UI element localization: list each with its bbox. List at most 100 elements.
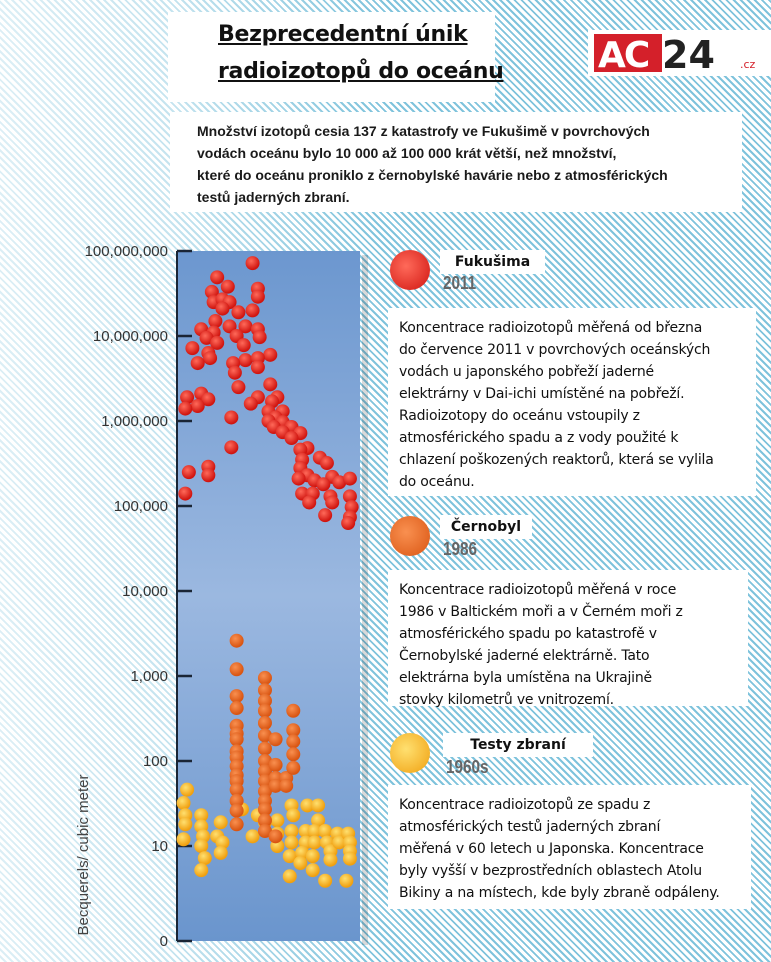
cernobyl-data-point: [257, 683, 272, 698]
fukusima-data-point: [227, 365, 242, 380]
testy-data-point: [194, 808, 209, 823]
fukusima-data-point: [284, 431, 299, 446]
testy-data-point: [176, 832, 191, 847]
intro-line: Množství izotopů cesia 137 z katastrofy …: [197, 123, 650, 139]
fukusima-year: 2011: [443, 273, 477, 293]
plot-shadow: [362, 255, 368, 945]
fukusima-data-point: [325, 495, 340, 510]
page-title-line1: Bezprecedentní únik: [218, 22, 468, 47]
fukusima-data-point: [190, 356, 205, 371]
cernobyl-data-point: [257, 802, 272, 817]
desc-line: Černobylské jaderné elektrárně. Tato: [399, 648, 650, 664]
title-box: Bezprecedentní únik radioizotopů do oceá…: [168, 12, 504, 102]
fukusima-data-point: [245, 303, 260, 318]
cernobyl-data-point: [257, 741, 272, 756]
fukusima-data-point: [342, 471, 357, 486]
testy-legend-marker: [390, 733, 430, 773]
intro-line: které do oceánu proniklo z černobylské h…: [197, 167, 668, 183]
cernobyl-year: 1986: [443, 539, 478, 559]
desc-line: elektrárny v Dai-ichi umístěné na pobřež…: [399, 386, 685, 402]
cernobyl-data-point: [257, 824, 272, 839]
testy-data-point: [178, 817, 193, 832]
testy-data-point: [300, 798, 315, 813]
fukusima-data-point: [201, 392, 216, 407]
cernobyl-label: Černobyl: [440, 515, 532, 539]
testy-data-point: [176, 796, 191, 811]
fukusima-data-point: [332, 475, 347, 490]
cernobyl-data-point: [268, 778, 283, 793]
cernobyl-legend-marker: [390, 516, 430, 556]
y-tick-label: 100: [143, 753, 168, 770]
fukusima-data-point: [180, 390, 195, 405]
fukusima-data-point: [199, 330, 214, 345]
cernobyl-data-point: [286, 734, 301, 749]
testy-data-point: [194, 839, 209, 853]
fukusima-data-point: [319, 456, 334, 471]
ac24-logo: AC 24 .cz: [588, 30, 771, 77]
testy-data-point: [284, 824, 299, 839]
testy-data-point: [318, 873, 333, 888]
y-axis-label: Becquerels/ cubic meter: [75, 775, 92, 936]
fukusima-description: Koncentrace radioizotopů měřená od březn…: [388, 308, 756, 496]
page-title-line2: radioizotopů do oceánu: [218, 59, 504, 84]
fukusima-data-point: [238, 319, 253, 334]
svg-text:.cz: .cz: [740, 58, 756, 71]
desc-line: 1986 v Baltickém moři a v Černém moři z: [399, 604, 683, 620]
cernobyl-data-point: [229, 782, 244, 797]
testy-data-point: [282, 869, 297, 884]
svg-text:AC: AC: [598, 35, 649, 76]
testy-data-point: [284, 835, 299, 850]
desc-line: stovky kilometrů ve vnitrozemí.: [399, 692, 614, 708]
fukusima-data-point: [263, 347, 278, 362]
testy-data-point: [342, 851, 357, 866]
desc-line: atmosférického spadu po katastrofě v: [399, 626, 657, 642]
fukusima-data-point: [252, 330, 267, 345]
testy-data-point: [215, 835, 230, 850]
testy-data-point: [318, 824, 333, 839]
testy-data-point: [307, 835, 322, 850]
desc-line: atmosférických testů jaderných zbraní: [399, 819, 661, 835]
cernobyl-data-point: [257, 715, 272, 730]
testy-data-point: [293, 856, 308, 871]
y-tick-label: 10,000: [122, 583, 168, 600]
fukusima-data-point: [238, 353, 253, 368]
fukusima-data-point: [210, 270, 225, 285]
cernobyl-description: Koncentrace radioizotopů měřená v roce 1…: [388, 570, 748, 708]
cernobyl-data-point: [257, 693, 272, 708]
cernobyl-data-point: [229, 803, 244, 818]
testy-data-point: [323, 852, 338, 867]
fukusima-label: Fukušima: [440, 250, 545, 274]
desc-line: Koncentrace radioizotopů měřená od březn…: [399, 320, 703, 336]
fukusima-data-point: [181, 465, 196, 480]
fukusima-data-point: [190, 399, 205, 414]
cernobyl-data-point: [279, 778, 294, 793]
desc-line: vodách u japonského pobřeží jaderné: [399, 364, 654, 380]
cernobyl-data-point: [229, 793, 244, 808]
cernobyl-data-point: [229, 662, 244, 677]
desc-line: byly vyšší v bezprostředních oblastech A…: [399, 863, 702, 879]
fukusima-data-point: [243, 396, 258, 411]
fukusima-data-point: [342, 489, 357, 504]
cernobyl-data-point: [257, 774, 272, 789]
fukusima-data-point: [250, 289, 265, 304]
fukusima-data-point: [263, 377, 278, 392]
fukusima-data-point: [178, 486, 193, 501]
testy-data-point: [311, 813, 326, 828]
fukusima-data-point: [245, 256, 260, 271]
fukusima-data-point: [316, 477, 331, 492]
testy-data-point: [332, 835, 347, 850]
testy-data-point: [305, 863, 320, 878]
cernobyl-data-point: [268, 757, 283, 772]
cernobyl-data-point: [268, 732, 283, 747]
cernobyl-data-point: [257, 754, 272, 768]
y-tick-label: 100,000: [114, 498, 168, 515]
fukusima-data-point: [215, 301, 230, 316]
testy-data-point: [286, 808, 301, 823]
fukusima-legend-marker: [390, 250, 430, 290]
testy-description: Koncentrace radioizotopů ze spadu z atmo…: [388, 785, 751, 909]
fukusima-data-point: [224, 440, 239, 455]
y-tick-label: 10: [151, 838, 168, 855]
fukusima-data-point: [318, 508, 333, 523]
fukusima-data-point: [220, 279, 235, 294]
